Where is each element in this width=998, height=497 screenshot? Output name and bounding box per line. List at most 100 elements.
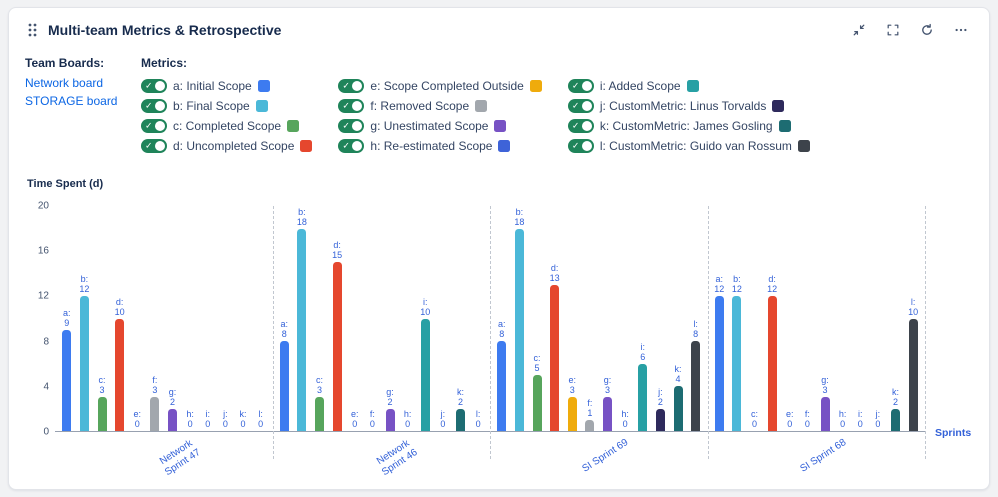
x-axis-category-label: Network Sprint 46	[375, 437, 420, 479]
legend-label: d: Uncompleted Scope	[173, 139, 295, 153]
bar-slot: g: 2	[381, 206, 399, 431]
bar-a-sprint2[interactable]	[279, 341, 289, 431]
bar-e-sprint3[interactable]	[567, 397, 577, 431]
bar-slot: e: 0	[346, 206, 364, 431]
more-options-button[interactable]	[949, 18, 973, 42]
legend-item-h[interactable]: h: Re-estimated Scope	[338, 139, 541, 153]
legend-item-j[interactable]: j: CustomMetric: Linus Torvalds	[567, 99, 810, 113]
toggle-c[interactable]	[141, 119, 167, 133]
toggle-knob	[155, 121, 165, 131]
bar-g-sprint1[interactable]	[168, 408, 178, 431]
legend-color-swatch	[300, 140, 313, 152]
bar-value-label: f: 1	[587, 397, 593, 418]
legend-item-e[interactable]: e: Scope Completed Outside	[338, 79, 542, 93]
bar-slot: g: 2	[164, 206, 182, 431]
bar-value-label: l: 10	[908, 296, 919, 317]
bar-i-sprint2[interactable]	[420, 318, 430, 431]
bar-k-sprint2[interactable]	[456, 408, 466, 431]
bar-slot: a: 8	[493, 206, 511, 431]
minimize-button[interactable]	[847, 18, 871, 42]
toggle-b[interactable]	[141, 99, 167, 113]
bar-value-label: a: 8	[498, 319, 506, 340]
bar-d-sprint2[interactable]	[332, 262, 342, 431]
bar-a-sprint4[interactable]	[714, 296, 724, 431]
bar-value-label: d: 10	[114, 296, 125, 317]
bar-value-label: h: 0	[838, 409, 847, 430]
bar-l-sprint4[interactable]	[908, 318, 918, 431]
toggle-l[interactable]	[567, 139, 594, 153]
bar-f-sprint3[interactable]	[585, 419, 595, 431]
team-boards-section: Team Boards: Network board STORAGE board	[25, 56, 141, 156]
gadget-controls: Team Boards: Network board STORAGE board…	[25, 56, 973, 156]
bar-c-sprint3[interactable]	[532, 374, 542, 431]
toggle-knob	[155, 141, 165, 151]
bar-g-sprint2[interactable]	[385, 408, 395, 431]
toggle-e[interactable]	[338, 79, 365, 93]
bar-i-sprint3[interactable]	[638, 363, 648, 431]
toggle-knob	[581, 141, 592, 151]
toggle-h[interactable]	[338, 139, 365, 153]
bar-value-label: d: 13	[549, 262, 560, 283]
legend-item-f[interactable]: f: Removed Scope	[338, 99, 541, 113]
bar-k-sprint4[interactable]	[891, 408, 901, 431]
fullscreen-button[interactable]	[881, 18, 905, 42]
toggle-k[interactable]	[567, 119, 594, 133]
legend-item-c[interactable]: c: Completed Scope	[141, 119, 312, 133]
bar-g-sprint3[interactable]	[603, 397, 613, 431]
sprint-group-3: a: 8 b: 18 c: 5 d: 13 e: 3 f: 1 g: 3 h: 0 i: 6 j: 2 k: 4 l: 8 SI…	[490, 206, 708, 475]
bar-c-sprint1[interactable]	[97, 397, 107, 431]
legend-item-k[interactable]: k: CustomMetric: James Gosling	[567, 119, 810, 133]
bar-value-label: b: 18	[296, 206, 307, 227]
toggle-i[interactable]	[567, 79, 594, 93]
bar-l-sprint3[interactable]	[691, 341, 701, 431]
y-axis-tick-label: 12	[37, 290, 49, 302]
toggle-knob	[155, 101, 165, 111]
bar-slot: c: 0	[746, 206, 764, 431]
bar-value-label: h: 0	[621, 409, 629, 430]
legend-item-l[interactable]: l: CustomMetric: Guido van Rossum	[567, 139, 810, 153]
bar-b-sprint4[interactable]	[732, 296, 742, 431]
legend-item-d[interactable]: d: Uncompleted Scope	[141, 139, 313, 153]
bar-slot: e: 0	[781, 206, 799, 431]
bar-value-label: c: 3	[316, 375, 324, 396]
toggle-d[interactable]	[141, 139, 167, 153]
bar-slot: h: 0	[616, 206, 634, 431]
board-link-network[interactable]: Network board	[25, 76, 104, 90]
bar-b-sprint3[interactable]	[514, 228, 524, 431]
bar-k-sprint3[interactable]	[673, 386, 683, 431]
bar-f-sprint1[interactable]	[150, 397, 160, 431]
bar-slot: b: 12	[76, 206, 94, 431]
bar-value-label: k: 4	[674, 364, 682, 385]
legend-label: a: Initial Scope	[173, 79, 252, 93]
bar-d-sprint3[interactable]	[550, 284, 560, 431]
toggle-j[interactable]	[567, 99, 594, 113]
legend-item-a[interactable]: a: Initial Scope	[141, 79, 312, 93]
bar-a-sprint1[interactable]	[62, 329, 72, 431]
refresh-button[interactable]	[915, 18, 939, 42]
bar-g-sprint4[interactable]	[820, 397, 830, 431]
bar-value-label: g: 2	[386, 386, 394, 407]
bar-b-sprint2[interactable]	[297, 228, 307, 431]
legend-label: l: CustomMetric: Guido van Rossum	[599, 139, 792, 153]
bar-c-sprint2[interactable]	[315, 397, 325, 431]
x-axis-category-label: SI Sprint 68	[798, 437, 849, 475]
drag-handle-icon[interactable]	[25, 20, 40, 40]
toggle-knob	[352, 81, 363, 91]
bar-j-sprint3[interactable]	[655, 408, 665, 431]
legend-item-i[interactable]: i: Added Scope	[567, 79, 810, 93]
toggle-g[interactable]	[338, 119, 365, 133]
legend-item-g[interactable]: g: Unestimated Scope	[338, 119, 541, 133]
legend-item-b[interactable]: b: Final Scope	[141, 99, 312, 113]
bar-a-sprint3[interactable]	[497, 341, 507, 431]
toggle-f[interactable]	[338, 99, 365, 113]
bar-d-sprint4[interactable]	[767, 296, 777, 431]
bar-slot: f: 3	[146, 206, 164, 431]
bar-b-sprint1[interactable]	[79, 296, 89, 431]
bar-value-label: j: 2	[657, 386, 663, 407]
toggle-a[interactable]	[141, 79, 167, 93]
bar-value-label: j: 0	[222, 409, 228, 430]
bar-slot: d: 13	[546, 206, 564, 431]
board-link-storage[interactable]: STORAGE board	[25, 94, 118, 108]
bar-slot: b: 12	[728, 206, 746, 431]
bar-d-sprint1[interactable]	[115, 318, 125, 431]
